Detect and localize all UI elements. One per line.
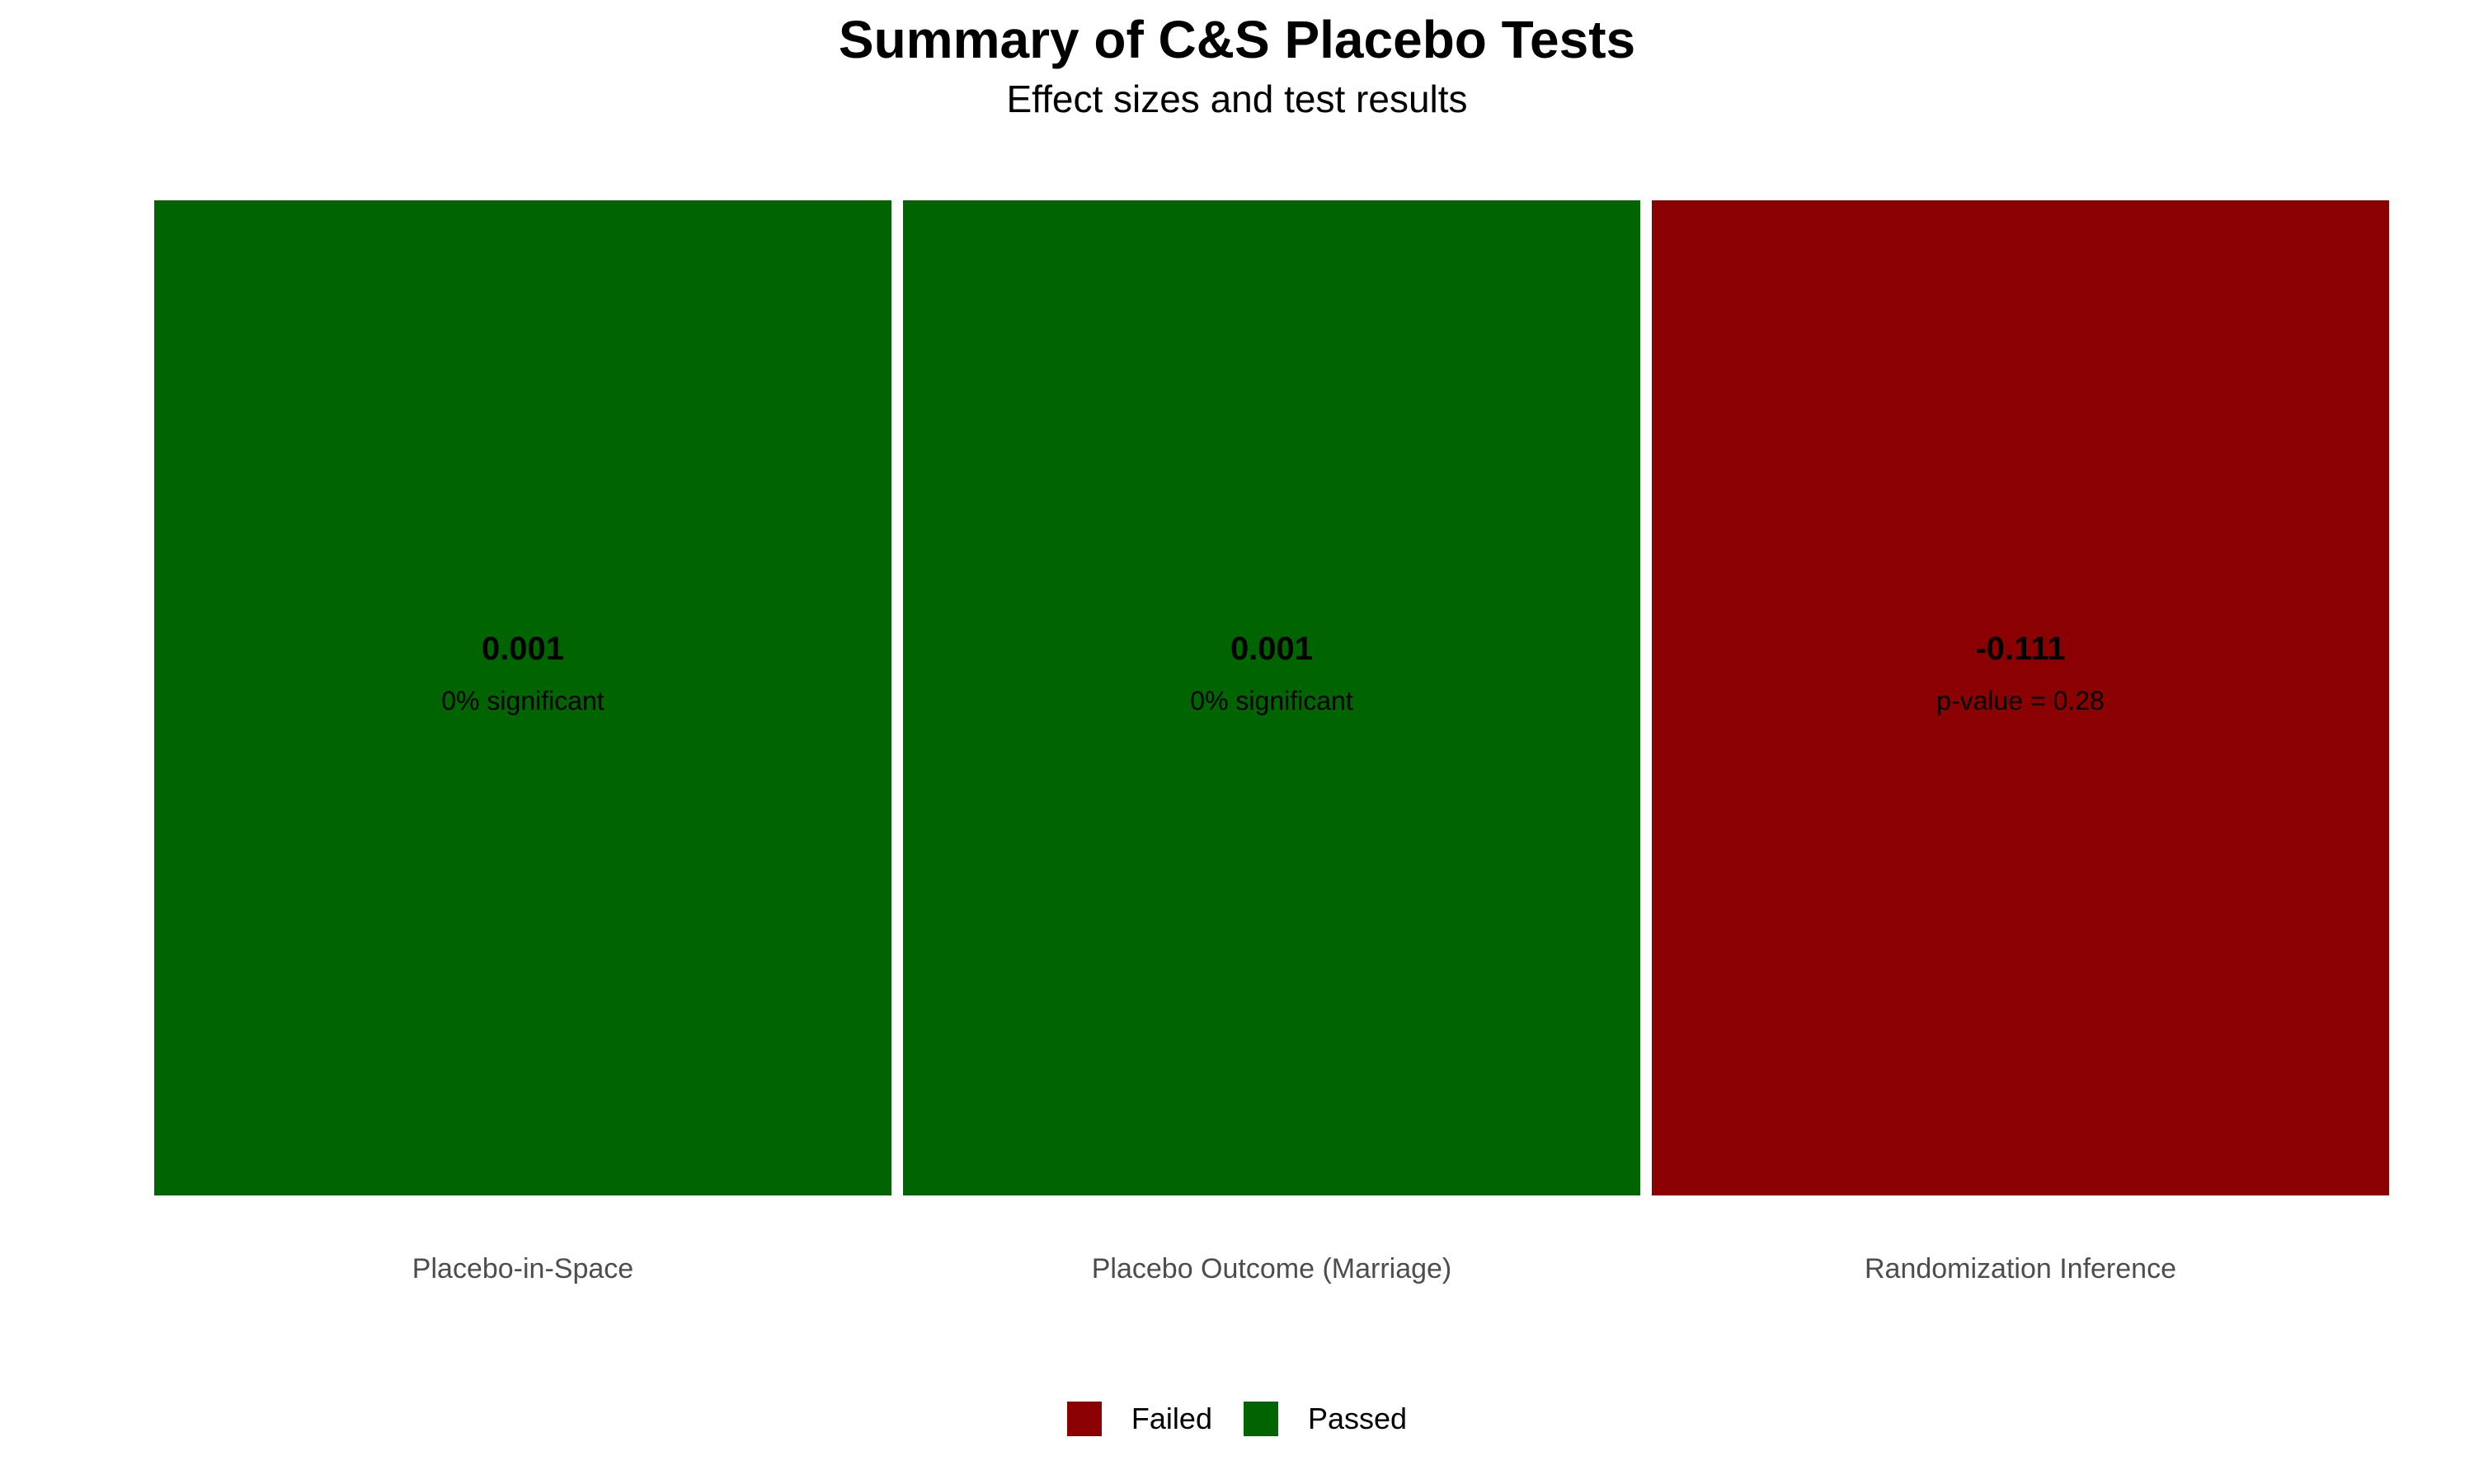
tile-value-placebo-outcome-marriage: 0.001 (1230, 631, 1313, 667)
chart-title: Summary of C&S Placebo Tests (838, 10, 1636, 69)
legend-label-passed: Passed (1307, 1402, 1408, 1435)
tile-detail-placebo-outcome-marriage: 0% significant (1190, 686, 1353, 716)
legend-label-failed: Failed (1131, 1402, 1212, 1435)
tile-value-placebo-in-space: 0.001 (482, 631, 564, 667)
legend-swatch-passed (1243, 1402, 1278, 1436)
tile-randomization-inference (1652, 200, 2389, 1195)
legend-swatch-failed (1066, 1402, 1102, 1436)
legend-item-failed: Failed (1066, 1402, 1212, 1436)
tile-detail-placebo-in-space: 0% significant (441, 686, 604, 716)
x-tick-label-placebo-outcome-marriage: Placebo Outcome (Marriage) (1092, 1253, 1452, 1284)
chart-subtitle: Effect sizes and test results (1006, 77, 1468, 120)
legend: Failed Passed (0, 1402, 2474, 1436)
tile-value-randomization-inference: -0.111 (1975, 631, 2065, 667)
x-tick-label-randomization-inference: Randomization Inference (1865, 1253, 2176, 1284)
x-tick-label-placebo-in-space: Placebo-in-Space (412, 1253, 633, 1284)
tile-placebo-in-space (154, 200, 891, 1195)
tile-detail-randomization-inference: p-value = 0.28 (1936, 686, 2105, 716)
legend-item-passed: Passed (1243, 1402, 1408, 1436)
tile-placebo-outcome-marriage (903, 200, 1640, 1195)
